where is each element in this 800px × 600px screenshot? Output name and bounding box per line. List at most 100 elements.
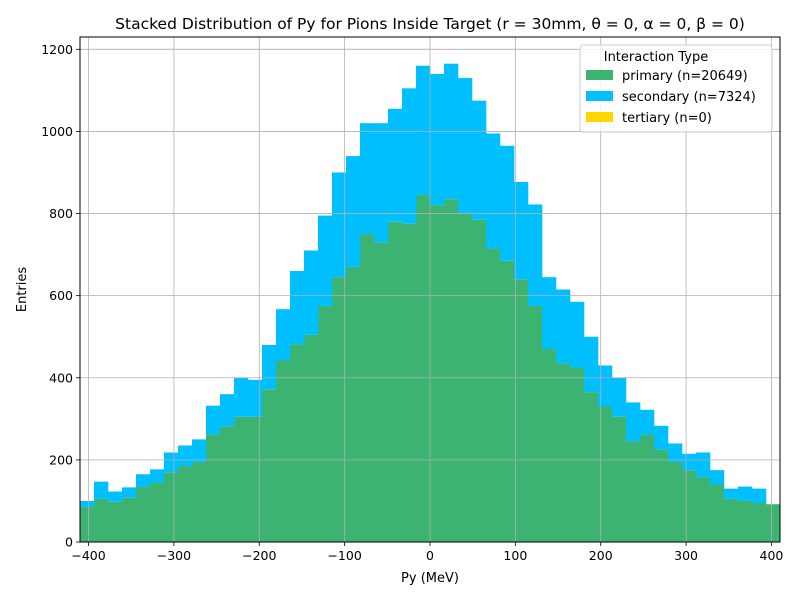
bar-secondary-43: [682, 453, 697, 471]
bar-secondary-10: [220, 394, 235, 427]
bar-secondary-41: [654, 425, 669, 450]
bar-secondary-9: [206, 405, 221, 435]
bar-secondary-34: [556, 289, 571, 364]
bar-primary-31: [514, 279, 529, 542]
bar-secondary-25: [430, 73, 445, 206]
bar-secondary-7: [178, 445, 193, 467]
bar-secondary-36: [584, 336, 599, 393]
bar-primary-46: [724, 498, 739, 542]
y-tick-label: 200: [49, 452, 73, 467]
bar-primary-41: [654, 449, 669, 542]
y-axis-label: Entries: [15, 267, 30, 313]
bar-primary-43: [682, 470, 697, 542]
bar-secondary-27: [458, 78, 473, 214]
legend: Interaction Type primary (n=20649) second…: [579, 44, 773, 133]
bar-secondary-0: [80, 500, 95, 508]
bar-primary-5: [150, 482, 165, 542]
bar-primary-34: [556, 363, 571, 542]
legend-title: Interaction Type: [604, 50, 709, 65]
bar-secondary-22: [388, 108, 403, 222]
bar-secondary-11: [234, 377, 249, 417]
bar-primary-14: [276, 360, 291, 542]
bar-secondary-6: [164, 452, 179, 473]
x-tick-label: 200: [589, 548, 613, 563]
bar-secondary-28: [472, 100, 487, 220]
bar-primary-30: [500, 260, 515, 542]
bar-secondary-29: [486, 133, 501, 249]
bar-primary-11: [234, 416, 249, 542]
bar-primary-48: [752, 502, 767, 542]
bar-primary-47: [738, 500, 753, 542]
bar-primary-17: [318, 305, 333, 542]
x-tick-label: 0: [426, 548, 434, 563]
bar-primary-4: [136, 486, 151, 542]
bar-secondary-19: [346, 156, 361, 267]
legend-swatch: [586, 70, 613, 80]
y-tick-label: 1200: [41, 42, 73, 57]
bar-primary-25: [430, 205, 445, 543]
bar-secondary-21: [374, 123, 389, 243]
bar-secondary-44: [696, 452, 711, 478]
bar-secondary-46: [724, 488, 739, 499]
bar-primary-19: [346, 266, 361, 542]
y-tick-label: 400: [49, 370, 73, 385]
bar-primary-18: [332, 277, 347, 542]
x-axis-label: Py (MeV): [401, 571, 459, 586]
bar-secondary-40: [640, 409, 655, 435]
bar-primary-8: [192, 461, 207, 542]
bar-primary-15: [290, 344, 305, 542]
bar-primary-16: [304, 334, 319, 542]
bar-primary-2: [108, 501, 123, 542]
legend-swatch: [586, 112, 613, 122]
bar-primary-9: [206, 434, 221, 542]
bar-secondary-5: [150, 469, 165, 483]
bar-primary-22: [388, 221, 403, 542]
y-tick-label: 0: [65, 535, 73, 550]
bar-secondary-17: [318, 215, 333, 306]
bar-secondary-39: [626, 402, 641, 442]
bar-secondary-38: [612, 377, 627, 417]
y-tick-label: 800: [49, 206, 73, 221]
bar-secondary-2: [108, 491, 123, 502]
bar-secondary-42: [668, 443, 683, 462]
y-tick-label: 1000: [41, 124, 73, 139]
bar-secondary-33: [542, 277, 557, 350]
bar-primary-6: [164, 472, 179, 542]
x-tick-label: 100: [503, 548, 527, 563]
x-tick-label: −400: [71, 548, 105, 563]
chart-title: Stacked Distribution of Py for Pions Ins…: [115, 15, 745, 33]
bar-secondary-1: [94, 481, 109, 499]
bar-primary-28: [472, 219, 487, 542]
bar-secondary-37: [598, 365, 613, 407]
bar-primary-32: [528, 305, 543, 542]
bar-primary-12: [248, 416, 263, 542]
legend-entry-label: tertiary (n=0): [622, 111, 712, 126]
bar-secondary-31: [514, 181, 529, 280]
bar-secondary-4: [136, 474, 151, 487]
bar-secondary-3: [122, 487, 137, 498]
bar-primary-24: [416, 195, 431, 543]
legend-swatch: [586, 91, 613, 101]
bar-primary-7: [178, 466, 193, 542]
bar-primary-13: [262, 389, 277, 542]
bar-primary-33: [542, 349, 557, 542]
ticks-layer: −400 −300 −200 −100 0 100 200 300 400 0 200 400 600 8…: [41, 42, 783, 563]
bar-primary-39: [626, 441, 641, 542]
legend-entry-label: secondary (n=7324): [622, 90, 756, 105]
legend-box: [579, 44, 773, 133]
x-tick-label: −300: [157, 548, 191, 563]
bar-primary-45: [710, 484, 725, 542]
bar-secondary-30: [500, 145, 515, 261]
x-tick-label: 400: [760, 548, 784, 563]
bar-primary-29: [486, 248, 501, 542]
bar-primary-20: [360, 234, 375, 542]
bar-secondary-35: [570, 301, 585, 368]
bar-primary-21: [374, 242, 389, 542]
bar-primary-44: [696, 477, 711, 542]
bar-primary-3: [122, 497, 137, 542]
bar-primary-35: [570, 367, 585, 542]
bar-primary-0: [80, 507, 95, 542]
bar-primary-38: [612, 416, 627, 542]
